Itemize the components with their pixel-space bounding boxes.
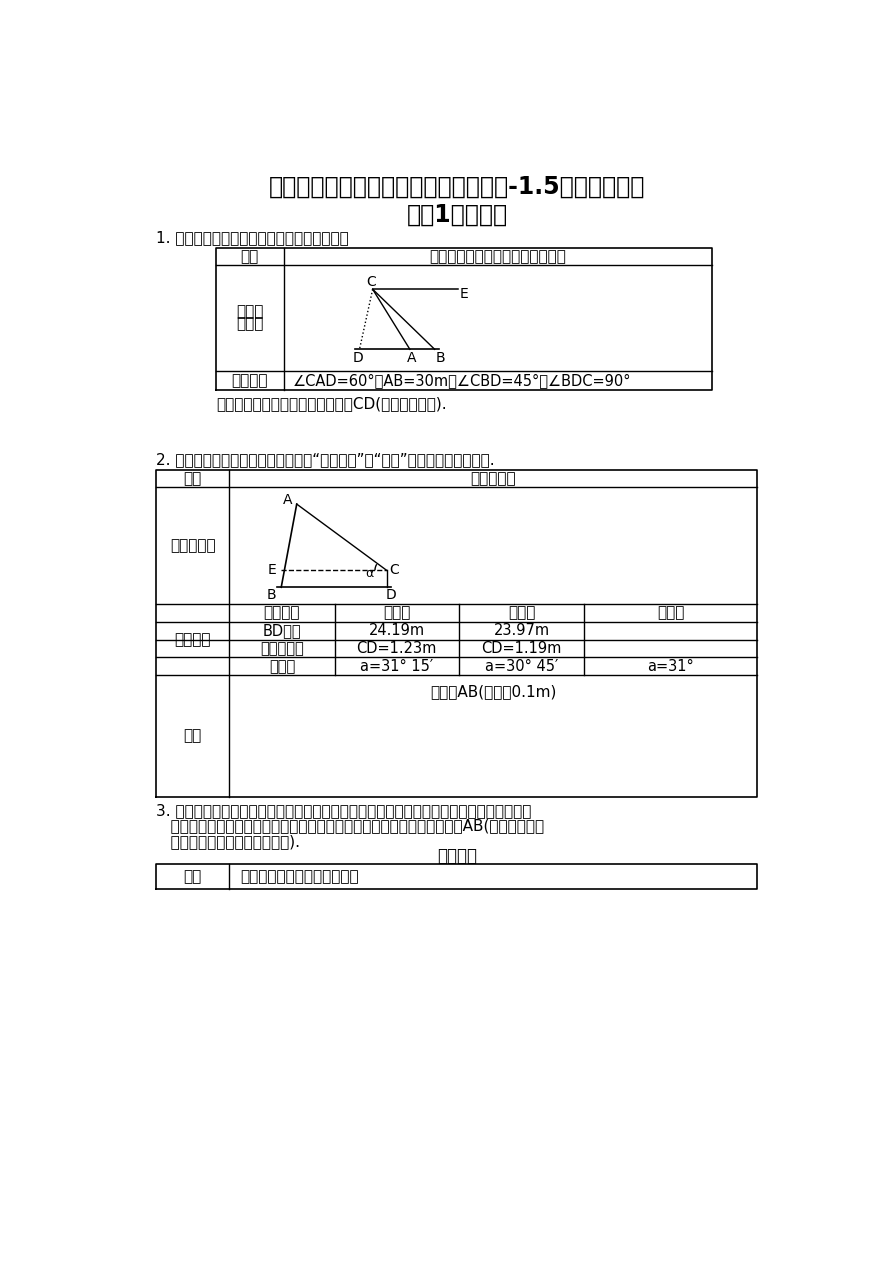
Text: B: B [267,588,277,602]
Text: 第二次: 第二次 [508,606,535,621]
Text: 题，下表是小明同学填写的活动报告，请你根据有关测量数据，求旗杆高AB(计算过程填在: 题，下表是小明同学填写的活动报告，请你根据有关测量数据，求旗杆高AB(计算过程填… [156,819,545,833]
Text: 在两岸近似平行的河段上测量河宽: 在两岸近似平行的河段上测量河宽 [429,249,566,264]
Text: A: A [407,351,417,365]
Text: a=31°: a=31° [648,659,694,674]
Text: D: D [386,588,397,602]
Text: 第一次: 第一次 [383,606,410,621]
Text: 测量旗杆高: 测量旗杆高 [470,471,516,486]
Text: D: D [352,351,363,365]
Text: C: C [367,275,376,289]
Text: A: A [283,493,293,507]
Text: 测倾器的高: 测倾器的高 [260,641,304,656]
Text: 下表计算栏内，用计算器计算).: 下表计算栏内，用计算器计算). [156,834,301,849]
Text: 计算: 计算 [184,728,202,743]
Text: E: E [459,286,468,300]
Text: 24.19m: 24.19m [368,623,425,639]
Text: 2. 下面是活动报告的一部分，请填写“测得数据”和“计算”两栏中未完成的部分.: 2. 下面是活动报告的一部分，请填写“测得数据”和“计算”两栏中未完成的部分. [156,452,495,467]
Text: 标图示: 标图示 [236,317,263,332]
Text: 3. 学习完本节内容后，某校九年级数学老师布置一道利用测倾器测量学校旗杆高度的活动课: 3. 学习完本节内容后，某校九年级数学老师布置一道利用测倾器测量学校旗杆高度的活… [156,803,532,818]
Text: ∠CAD=60°，AB=30m，∠CBD=45°，∠BDC=90°: ∠CAD=60°，AB=30m，∠CBD=45°，∠BDC=90° [293,374,632,387]
Text: 测得数据: 测得数据 [232,374,268,387]
Text: 课题: 课题 [184,471,202,486]
Text: 平均值: 平均值 [657,606,684,621]
Text: 课题: 课题 [184,870,202,885]
Text: 请你根据以上的条件，计算出河宽CD(结果保留根号).: 请你根据以上的条件，计算出河宽CD(结果保留根号). [216,396,447,411]
Text: 利用测倾器测量学校旗杆的高: 利用测倾器测量学校旗杆的高 [240,870,359,885]
Text: CD=1.23m: CD=1.23m [357,641,437,656]
Text: 测量示意图: 测量示意图 [170,538,216,553]
Text: 23.97m: 23.97m [493,623,549,639]
Text: 北师大版九年级数学下册课时同步练习-1.5测量物体的高: 北师大版九年级数学下册课时同步练习-1.5测量物体的高 [269,175,645,199]
Text: 旗杆高AB(精确到0.1m): 旗杆高AB(精确到0.1m) [430,684,557,699]
Text: 1. 下表是小明同学填写活动报告的部分内容：: 1. 下表是小明同学填写活动报告的部分内容： [156,230,349,245]
Text: 课题: 课题 [241,249,259,264]
Text: CD=1.19m: CD=1.19m [482,641,562,656]
Text: α: α [366,567,374,581]
Text: 度（1）附答案: 度（1）附答案 [407,203,508,227]
Text: a=31° 15′: a=31° 15′ [360,659,434,674]
Text: B: B [435,351,445,365]
Text: a=30° 45′: a=30° 45′ [484,659,558,674]
Text: C: C [390,563,400,577]
Text: E: E [268,563,277,577]
Text: BD的长: BD的长 [262,623,301,639]
Text: 测量项目: 测量项目 [264,606,301,621]
Text: 测得数据: 测得数据 [175,632,211,647]
Text: 倾斜角: 倾斜角 [268,659,295,674]
Text: 测量目: 测量目 [236,304,263,319]
Text: 活动报告: 活动报告 [437,847,477,864]
